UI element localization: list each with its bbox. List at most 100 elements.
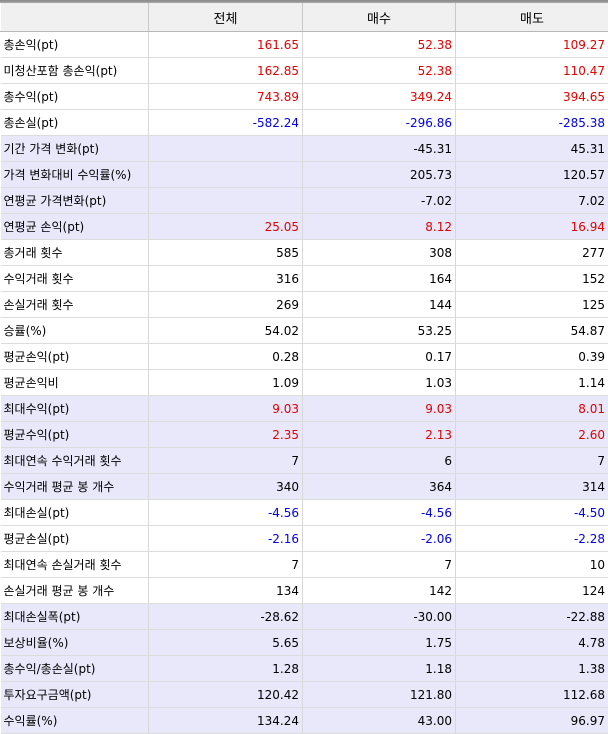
- cell-total: 340: [149, 474, 303, 500]
- cell-total: 134: [149, 578, 303, 604]
- row-label: 기간 가격 변화(pt): [1, 136, 149, 162]
- cell-sell: 112.68: [456, 682, 608, 708]
- cell-buy: 52.38: [303, 32, 456, 58]
- cell-sell: 109.27: [456, 32, 608, 58]
- cell-total: 7: [149, 552, 303, 578]
- cell-total: 0.28: [149, 344, 303, 370]
- row-label: 평균수익(pt): [1, 422, 149, 448]
- header-total[interactable]: 전체: [149, 3, 303, 32]
- row-label: 수익거래 횟수: [1, 266, 149, 292]
- cell-sell: 0.39: [456, 344, 608, 370]
- cell-total: 269: [149, 292, 303, 318]
- cell-total: [149, 188, 303, 214]
- cell-total: -2.16: [149, 526, 303, 552]
- cell-total: [149, 136, 303, 162]
- cell-buy: 164: [303, 266, 456, 292]
- cell-buy: 8.12: [303, 214, 456, 240]
- cell-sell: 1.38: [456, 656, 608, 682]
- cell-total: 1.09: [149, 370, 303, 396]
- cell-total: 9.03: [149, 396, 303, 422]
- cell-sell: 110.47: [456, 58, 608, 84]
- header-row: 전체 매수 매도: [1, 3, 608, 32]
- row-label: 총수익(pt): [1, 84, 149, 110]
- cell-total: 134.24: [149, 708, 303, 734]
- row-label: 미청산포함 총손익(pt): [1, 58, 149, 84]
- cell-total: 161.65: [149, 32, 303, 58]
- cell-sell: 394.65: [456, 84, 608, 110]
- cell-buy: -30.00: [303, 604, 456, 630]
- row-label: 가격 변화대비 수익률(%): [1, 162, 149, 188]
- cell-buy: 6: [303, 448, 456, 474]
- cell-total: 162.85: [149, 58, 303, 84]
- cell-sell: -2.28: [456, 526, 608, 552]
- cell-buy: 53.25: [303, 318, 456, 344]
- cell-sell: 4.78: [456, 630, 608, 656]
- cell-total: 54.02: [149, 318, 303, 344]
- cell-sell: 7.02: [456, 188, 608, 214]
- header-sell[interactable]: 매도: [456, 3, 608, 32]
- row-label: 최대연속 손실거래 횟수: [1, 552, 149, 578]
- cell-sell: 54.87: [456, 318, 608, 344]
- header-label-column[interactable]: [1, 3, 149, 32]
- table-row[interactable]: 최대손실(pt)-4.56-4.56-4.50: [1, 500, 608, 526]
- cell-buy: 1.03: [303, 370, 456, 396]
- cell-total: 7: [149, 448, 303, 474]
- cell-buy: 308: [303, 240, 456, 266]
- row-label: 총거래 횟수: [1, 240, 149, 266]
- cell-buy: -4.56: [303, 500, 456, 526]
- row-label: 최대연속 수익거래 횟수: [1, 448, 149, 474]
- cell-sell: 277: [456, 240, 608, 266]
- row-label: 최대손실폭(pt): [1, 604, 149, 630]
- cell-total: -582.24: [149, 110, 303, 136]
- row-label: 투자요구금액(pt): [1, 682, 149, 708]
- row-label: 총손실(pt): [1, 110, 149, 136]
- cell-sell: 124: [456, 578, 608, 604]
- row-label: 손실거래 횟수: [1, 292, 149, 318]
- cell-sell: 16.94: [456, 214, 608, 240]
- cell-buy: 364: [303, 474, 456, 500]
- row-label: 승률(%): [1, 318, 149, 344]
- cell-sell: 1.14: [456, 370, 608, 396]
- table-row[interactable]: 총손실(pt)-582.24-296.86-285.38: [1, 110, 608, 136]
- row-label: 최대손실(pt): [1, 500, 149, 526]
- cell-buy: 52.38: [303, 58, 456, 84]
- cell-total: -28.62: [149, 604, 303, 630]
- cell-buy: -2.06: [303, 526, 456, 552]
- cell-buy: 142: [303, 578, 456, 604]
- cell-buy: 144: [303, 292, 456, 318]
- cell-sell: 96.97: [456, 708, 608, 734]
- cell-total: 25.05: [149, 214, 303, 240]
- table-row[interactable]: 평균손실(pt)-2.16-2.06-2.28: [1, 526, 608, 552]
- table-row[interactable]: 최대손실폭(pt)-28.62-30.00-22.88: [1, 604, 608, 630]
- cell-buy: -7.02: [303, 188, 456, 214]
- cell-buy: 2.13: [303, 422, 456, 448]
- row-label: 평균손익(pt): [1, 344, 149, 370]
- cell-buy: 9.03: [303, 396, 456, 422]
- cell-buy: 7: [303, 552, 456, 578]
- cell-total: 120.42: [149, 682, 303, 708]
- header-buy[interactable]: 매수: [303, 3, 456, 32]
